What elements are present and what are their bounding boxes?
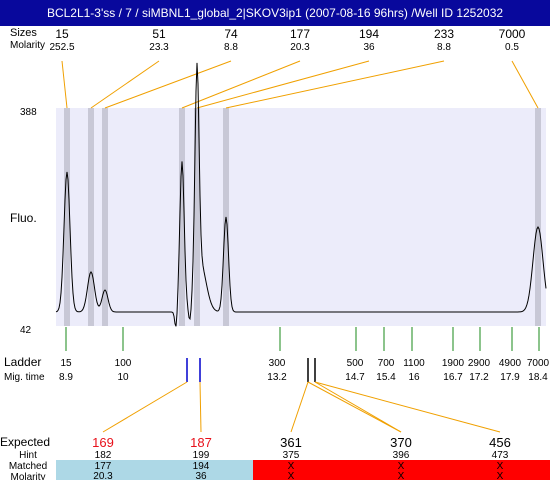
ladder-migtime-label: 15.4 xyxy=(376,372,396,383)
plot-area xyxy=(56,108,546,326)
peak-connector xyxy=(181,60,301,109)
migtime-header: Mig. time xyxy=(4,372,45,383)
ladder-migtime-label: 13.2 xyxy=(267,372,287,383)
ladder-migtime-label: 18.4 xyxy=(528,372,548,383)
ladder-header: Ladder xyxy=(4,355,41,369)
matched-header: Matched xyxy=(9,461,47,472)
peak-size-label: 51 xyxy=(152,27,166,41)
ladder-size-label: 500 xyxy=(347,358,364,369)
peak-molarity-label: 23.3 xyxy=(149,42,169,53)
expected-size: 169 xyxy=(92,435,114,450)
peak-molarity-label: 0.5 xyxy=(505,42,519,53)
matched-miss-bg xyxy=(253,460,550,480)
expected-size: 361 xyxy=(280,435,302,450)
matched-value: X xyxy=(497,461,504,472)
peak-size-label: 7000 xyxy=(499,27,526,41)
peak-band xyxy=(535,108,541,326)
peak-size-label: 233 xyxy=(434,27,454,41)
ladder-size-label: 4900 xyxy=(499,358,522,369)
hint-value: 473 xyxy=(492,450,509,461)
expected-size: 370 xyxy=(390,435,412,450)
peak-band xyxy=(179,108,185,326)
ladder-migtime-label: 16 xyxy=(408,372,420,383)
expected-header: Expected xyxy=(0,435,50,449)
peak-band xyxy=(64,108,70,326)
peak-molarity-label: 8.8 xyxy=(224,42,238,53)
ladder-migtime-label: 14.7 xyxy=(345,372,365,383)
y-tick-max: 388 xyxy=(20,107,37,118)
matched-molarity-value: 36 xyxy=(195,471,207,480)
matched-ok-bg xyxy=(56,460,253,480)
peak-size-label: 15 xyxy=(55,27,69,41)
y-tick-min: 42 xyxy=(20,325,32,336)
ladder-size-label: 2900 xyxy=(468,358,491,369)
peak-connector xyxy=(104,60,232,109)
expected-connector xyxy=(314,381,501,433)
ladder-migtime-label: 17.2 xyxy=(469,372,489,383)
peak-connector xyxy=(90,60,160,109)
ladder-size-label: 7000 xyxy=(527,358,550,369)
matched-molarity-value: X xyxy=(288,471,295,480)
expected-connector xyxy=(307,381,402,433)
peak-connector xyxy=(225,60,445,109)
peak-size-label: 194 xyxy=(359,27,379,41)
matched-molarity-value: X xyxy=(497,471,504,480)
peak-molarity-label: 8.8 xyxy=(437,42,451,53)
y-axis-label: Fluo. xyxy=(10,211,37,225)
expected-connector xyxy=(199,381,202,433)
matched-molarity-value: 20.3 xyxy=(93,471,113,480)
expected-size: 187 xyxy=(190,435,212,450)
trace-line xyxy=(55,62,547,327)
matched-value: X xyxy=(288,461,295,472)
expected-size: 456 xyxy=(489,435,511,450)
peak-size-header: Sizes xyxy=(10,27,37,39)
matched-value: 177 xyxy=(95,461,112,472)
peak-size-label: 74 xyxy=(224,27,238,41)
ladder-size-label: 700 xyxy=(378,358,395,369)
window-title: BCL2L1-3'ss / 7 / siMBNL1_global_2|SKOV3… xyxy=(0,0,550,26)
peak-band xyxy=(194,108,200,326)
matched-value: X xyxy=(398,461,405,472)
ladder-migtime-label: 8.9 xyxy=(59,372,73,383)
ladder-size-label: 1100 xyxy=(403,358,425,369)
expected-connector xyxy=(314,381,402,433)
hint-value: 375 xyxy=(283,450,300,461)
ladder-migtime-label: 10 xyxy=(117,372,129,383)
expected-connector xyxy=(102,381,188,433)
peak-connector xyxy=(61,60,68,109)
peak-band xyxy=(102,108,108,326)
matched-molarity-value: X xyxy=(398,471,405,480)
ladder-migtime-label: 17.9 xyxy=(500,372,520,383)
peak-connector xyxy=(196,60,370,109)
hint-value: 199 xyxy=(193,450,210,461)
ladder-size-label: 100 xyxy=(115,358,132,369)
peak-molarity-label: 36 xyxy=(363,42,375,53)
peak-band xyxy=(88,108,94,326)
peak-molarity-label: 20.3 xyxy=(290,42,310,53)
matched-value: 194 xyxy=(193,461,210,472)
hint-value: 182 xyxy=(95,450,112,461)
ladder-size-label: 1900 xyxy=(442,358,465,369)
ladder-migtime-label: 16.7 xyxy=(443,372,463,383)
peak-molarity-label: 252.5 xyxy=(49,42,74,53)
peak-molarity-header: Molarity xyxy=(10,40,45,51)
peak-size-label: 177 xyxy=(290,27,310,41)
hint-value: 396 xyxy=(393,450,410,461)
expected-connector xyxy=(290,381,309,433)
peak-connector xyxy=(511,60,539,109)
hint-header: Hint xyxy=(19,450,37,461)
ladder-size-label: 300 xyxy=(269,358,286,369)
molarity-bottom-header: Molarity xyxy=(10,472,45,480)
ladder-size-label: 15 xyxy=(60,358,72,369)
